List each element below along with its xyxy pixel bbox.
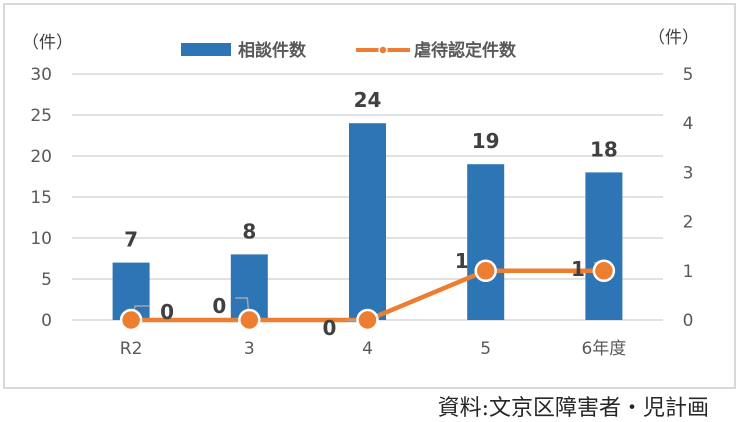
x-axis-labels: R2 3 4 5 6年度 — [120, 339, 627, 359]
left-tick-label: 5 — [41, 270, 52, 290]
line-value-label: 0 — [323, 316, 337, 340]
bar-value-label: 18 — [590, 137, 618, 161]
x-tick-label: R2 — [120, 339, 143, 359]
left-tick-label: 10 — [30, 229, 52, 249]
bar — [585, 172, 623, 320]
legend: 相談件数 虐待認定件数 — [181, 40, 517, 61]
bar-value-label: 24 — [354, 88, 382, 112]
left-axis-ticks: 0 5 10 15 20 25 30 — [30, 65, 52, 331]
legend-line-label: 虐待認定件数 — [414, 40, 517, 61]
left-tick-label: 30 — [30, 65, 52, 85]
line-series: 0 0 0 1 1 — [119, 249, 616, 340]
right-tick-label: 0 — [683, 311, 694, 331]
line-value-label: 0 — [212, 294, 226, 318]
line-value-label: 1 — [571, 257, 585, 281]
right-tick-label: 2 — [683, 213, 694, 233]
line-marker — [474, 259, 497, 283]
legend-line-swatch — [356, 45, 410, 55]
bar-value-label: 8 — [242, 219, 256, 243]
bar — [349, 123, 386, 320]
left-tick-label: 15 — [30, 188, 52, 208]
source-caption: 資料:文京区障害者・児計画 — [437, 396, 709, 421]
left-tick-label: 25 — [30, 106, 52, 126]
bar — [467, 164, 505, 320]
chart-frame — [3, 3, 736, 389]
left-tick-label: 0 — [41, 311, 52, 331]
right-tick-label: 3 — [683, 163, 694, 183]
left-tick-label: 20 — [30, 147, 52, 167]
line-marker — [119, 308, 143, 332]
line-value-label: 0 — [160, 300, 174, 324]
x-tick-label: 4 — [362, 339, 373, 359]
x-tick-label: 3 — [244, 339, 255, 359]
right-axis-unit-label: （件） — [648, 28, 699, 48]
bar-value-label: 19 — [472, 129, 500, 153]
legend-bar-swatch — [181, 43, 231, 56]
legend-bar-label: 相談件数 — [238, 40, 307, 61]
right-tick-label: 4 — [683, 114, 694, 134]
line-marker — [356, 308, 379, 332]
bar-value-label: 7 — [124, 228, 138, 252]
right-tick-label: 1 — [683, 262, 694, 282]
bar-series: 7 8 24 19 18 — [112, 88, 623, 320]
x-tick-label: 5 — [480, 339, 491, 359]
right-tick-label: 5 — [683, 65, 694, 85]
left-axis-unit-label: （件） — [22, 33, 73, 53]
line-value-label: 1 — [455, 249, 469, 273]
line-marker — [238, 308, 261, 332]
x-tick-label: 6年度 — [581, 339, 626, 359]
line-marker — [592, 259, 616, 283]
right-axis-ticks: 0 1 2 3 4 5 — [683, 65, 694, 331]
